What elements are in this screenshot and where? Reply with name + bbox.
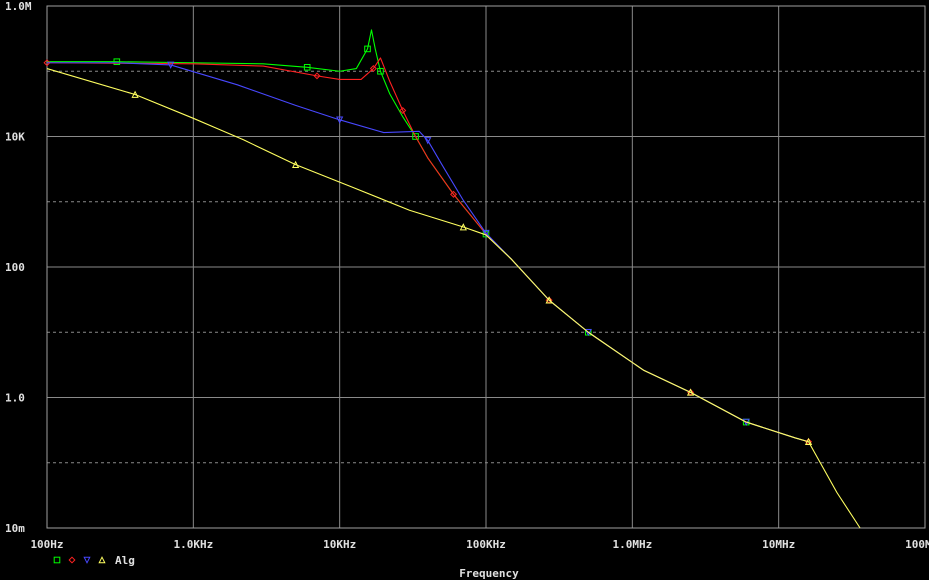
- y-tick-label: 10m: [5, 522, 25, 535]
- point-marker: [482, 229, 490, 238]
- point-marker: [167, 61, 175, 69]
- point-marker: [399, 107, 407, 115]
- x-tick-label: 1.0KHz: [173, 538, 213, 551]
- legend-marker: [98, 556, 106, 564]
- point-marker: [545, 296, 553, 304]
- series-group: [46, 68, 861, 529]
- point-marker: [804, 437, 813, 446]
- point-marker: [113, 58, 121, 66]
- x-tick-label: 10MHz: [762, 538, 795, 551]
- point-marker: [412, 133, 419, 140]
- legend-label: Alg: [115, 554, 135, 567]
- point-marker: [336, 116, 344, 124]
- point-marker: [43, 59, 51, 67]
- point-marker: [584, 328, 592, 337]
- point-marker: [459, 223, 467, 231]
- y-tick-label: 1.0M: [5, 0, 32, 13]
- point-marker: [686, 388, 695, 396]
- series-line: [46, 68, 861, 529]
- y-tick-label: 1.0: [5, 392, 25, 405]
- y-tick-label: 10K: [5, 131, 25, 144]
- legend-marker: [83, 556, 91, 564]
- x-axis-label: Frequency: [459, 567, 519, 580]
- point-marker: [364, 45, 371, 53]
- legend-marker: [68, 556, 76, 564]
- point-marker: [424, 137, 432, 145]
- y-tick-label: 100: [5, 261, 25, 274]
- point-marker: [450, 190, 458, 198]
- x-tick-label: 10KHz: [323, 538, 356, 551]
- legend-marker: [53, 556, 61, 564]
- point-marker: [292, 160, 300, 168]
- point-marker: [131, 90, 139, 98]
- point-marker: [377, 67, 384, 75]
- point-marker: [313, 72, 321, 80]
- x-tick-label: 100Hz: [30, 538, 63, 551]
- point-marker: [303, 63, 311, 71]
- x-tick-label: 100KHz: [466, 538, 506, 551]
- point-marker: [369, 65, 377, 73]
- x-tick-label: 100MHz: [905, 538, 929, 551]
- x-tick-label: 1.0MHz: [612, 538, 652, 551]
- plot-frame: [46, 5, 926, 529]
